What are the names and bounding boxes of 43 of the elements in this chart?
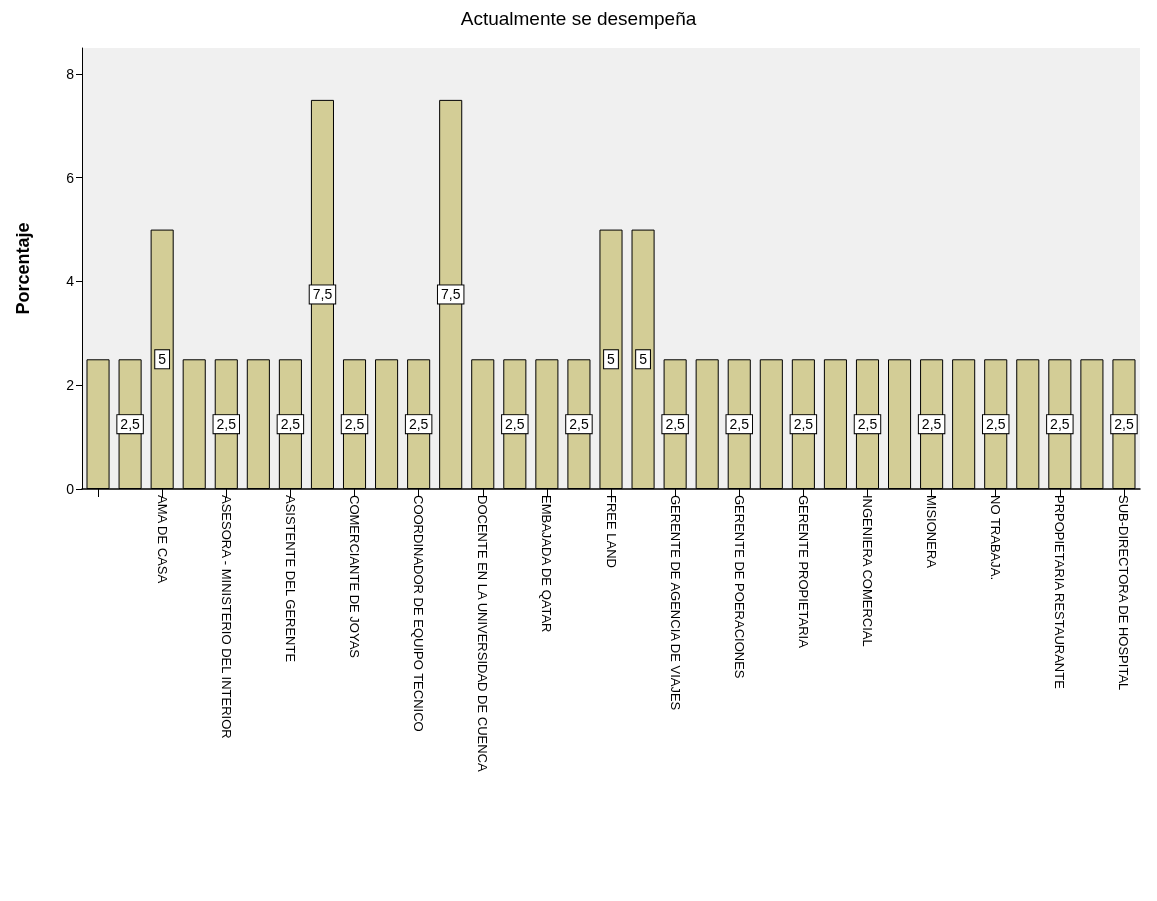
x-tick-label: INGENIERA COMERCIAL [859,495,875,647]
data-label: 2,5 [665,416,686,433]
x-tick-label: AMA DE CASA [154,495,170,584]
x-tick-label: COMERCIANTE DE JOYAS [347,495,363,659]
data-label: 2,5 [280,416,301,433]
data-label: 2,5 [1050,416,1070,433]
x-tick-label: ASISTENTE DEL GERENTE [282,495,298,663]
y-axis-title: Porcentaje [13,222,33,315]
data-label: 2,5 [120,416,141,433]
data-label: 2,5 [344,416,365,433]
data-label: 2,5 [793,416,814,433]
y-tick-label: 0 [66,481,75,497]
data-label: 2,5 [729,416,750,433]
data-label: 2,5 [505,416,525,433]
y-tick-label: 8 [66,65,75,82]
data-label: 2,5 [408,416,429,433]
chart-title: Actualmente se desempeña [460,8,697,29]
x-tick-label: MISIONERA [924,495,940,569]
data-label: 5 [607,351,616,368]
y-tick-label: 2 [66,377,75,394]
data-label: 2,5 [569,416,589,433]
x-tick-label: FREE LAND [603,495,619,568]
x-tick-label: GERENTE DE AGENCIA DE VIAJES [667,495,683,711]
data-label: 2,5 [1114,416,1134,433]
y-tick-label: 4 [66,273,75,290]
data-label: 7,5 [440,286,461,303]
data-label: 2,5 [985,416,1006,433]
x-tick-label: GERENTE DE POERACIONES [731,495,747,679]
x-tick-label: GERENTE PROPIETARIA [795,495,811,649]
data-label: 7,5 [312,286,333,303]
x-tick-label: COORDINADOR DE EQUIPO TECNICO [411,495,427,732]
data-label: 2,5 [216,416,237,433]
x-tick-label: ASESORA - MINISTERIO DEL INTERIOR [218,495,234,739]
data-label: 5 [639,351,648,368]
y-tick-label: 6 [66,169,75,186]
x-tick-label: SUB-DIRECTORA DE HOSPITAL [1116,495,1132,691]
x-tick-label: NO TRABAJA. [988,495,1004,581]
data-label: 5 [158,351,167,368]
data-label: 2,5 [921,416,942,433]
x-tick-label: PRPOPIETARIA RESTAURANTE [1052,495,1068,690]
data-label: 2,5 [857,416,878,433]
x-tick-label: DOCENTE EN LA UNIVERSIDAD DE CUENCA [475,495,491,772]
x-tick-label: EMBAJADA DE QATAR [539,495,555,633]
